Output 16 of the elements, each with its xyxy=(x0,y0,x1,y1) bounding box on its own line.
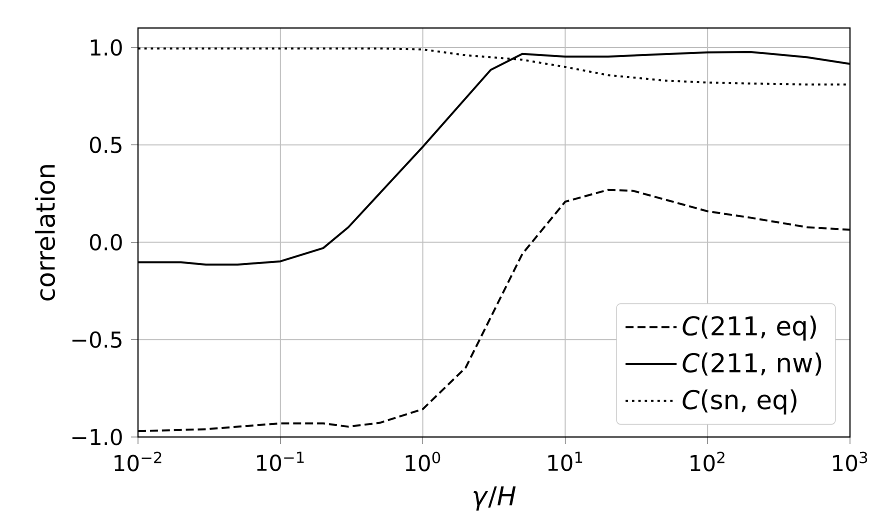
x-tick-label: 10$^{3}$ xyxy=(833,452,868,472)
y-tick-label: 0.0 xyxy=(90,234,122,251)
y-tick-label: 0.5 xyxy=(90,136,122,154)
x-tick-label: 10$^{2}$ xyxy=(690,452,724,472)
y-tick-label: −1.0 xyxy=(72,428,122,446)
x-tick-label: 10$^{0}$ xyxy=(406,452,440,472)
x-tick-label: 10$^{−2}$ xyxy=(114,452,162,472)
legend-label: C(211, eq) xyxy=(682,316,816,341)
x-axis-title: γ/H xyxy=(474,486,516,511)
y-axis-title: correlation xyxy=(35,165,56,301)
legend-label: C(211, nw) xyxy=(682,352,822,376)
y-tick-label: −0.5 xyxy=(72,331,122,348)
x-tick-label: 10$^{−1}$ xyxy=(257,452,304,472)
y-tick-label: 1.0 xyxy=(90,39,122,56)
legend-label: C(sn, eq) xyxy=(682,389,796,414)
x-tick-label: 10$^{1}$ xyxy=(548,452,582,472)
